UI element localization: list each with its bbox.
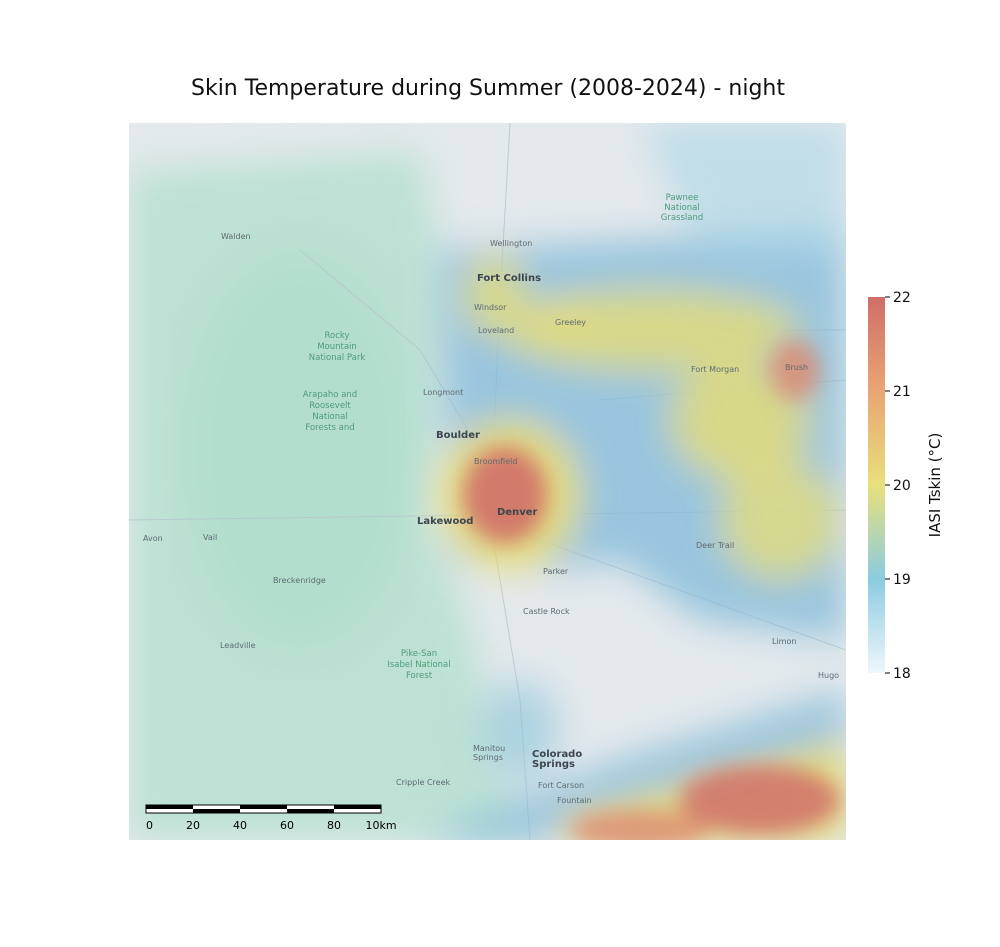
place-label: Denver bbox=[497, 507, 538, 518]
place-label: Fort Collins bbox=[477, 273, 541, 284]
title: Skin Temperature during Summer (2008-202… bbox=[191, 76, 785, 101]
colorbar-tick-label: 20 bbox=[893, 478, 911, 494]
colorbar-tick-label: 19 bbox=[893, 572, 911, 588]
scale-label: 40 bbox=[233, 819, 247, 832]
place-label: Springs bbox=[532, 759, 575, 770]
area-label: Rocky bbox=[324, 331, 349, 341]
area-label: National bbox=[312, 412, 347, 422]
place-label: Deer Trail bbox=[696, 541, 734, 550]
scale-bar: 0 20 40 60 80 10km bbox=[145, 804, 397, 832]
place-label: Limon bbox=[772, 637, 796, 646]
place-label: Avon bbox=[143, 534, 163, 543]
area-label: Isabel National bbox=[387, 660, 450, 670]
colorbar-label: IASI Tskin (°C) bbox=[926, 433, 944, 538]
place-label: Springs bbox=[473, 753, 503, 762]
place-label: Manitou bbox=[473, 744, 505, 753]
area-label: Forests and bbox=[305, 423, 354, 433]
area-label: Forest bbox=[406, 671, 433, 681]
place-label: Vail bbox=[203, 533, 217, 542]
place-label: Boulder bbox=[436, 430, 480, 441]
area-label: Roosevelt bbox=[309, 401, 351, 411]
place-label: Walden bbox=[221, 232, 251, 241]
area-label: Grassland bbox=[661, 213, 704, 223]
place-label: Leadville bbox=[220, 641, 256, 650]
place-label: Cripple Creek bbox=[396, 778, 450, 787]
place-label: Hugo bbox=[818, 671, 839, 680]
area-label: Arapaho and bbox=[303, 390, 357, 400]
area-label: Pawnee bbox=[666, 193, 699, 203]
scale-label: 60 bbox=[280, 819, 294, 832]
place-label: Lakewood bbox=[417, 516, 473, 527]
place-label: Brush bbox=[785, 363, 808, 372]
scale-label: 0 bbox=[146, 819, 153, 832]
area-label: Pike-San bbox=[401, 649, 437, 659]
colorbar: IASI Tskin (°C) 18 19 20 21 22 bbox=[868, 290, 944, 682]
scale-label: 80 bbox=[327, 819, 341, 832]
colorbar-tick-label: 21 bbox=[893, 384, 911, 400]
area-label: National bbox=[664, 203, 699, 213]
place-label: Parker bbox=[543, 567, 569, 576]
place-label: Windsor bbox=[474, 303, 507, 312]
place-label: Greeley bbox=[555, 318, 586, 327]
place-label: Colorado bbox=[532, 749, 582, 760]
place-label: Fort Carson bbox=[538, 781, 584, 790]
scale-label: 10km bbox=[365, 819, 396, 832]
place-label: Wellington bbox=[490, 239, 532, 248]
place-label: Fountain bbox=[557, 796, 592, 805]
place-label: Longmont bbox=[423, 388, 463, 397]
place-label: Fort Morgan bbox=[691, 365, 739, 374]
area-label: Mountain bbox=[317, 342, 357, 352]
colorbar-tick-label: 18 bbox=[893, 666, 911, 682]
place-label: Breckenridge bbox=[273, 576, 326, 585]
colorbar-tick-label: 22 bbox=[893, 290, 911, 306]
place-label: Loveland bbox=[478, 326, 514, 335]
place-label: Castle Rock bbox=[523, 607, 570, 616]
scale-label: 20 bbox=[186, 819, 200, 832]
map: Fort Collins Windsor Loveland Greeley Lo… bbox=[129, 123, 846, 840]
place-label: Broomfield bbox=[474, 457, 517, 466]
area-label: National Park bbox=[309, 353, 366, 363]
